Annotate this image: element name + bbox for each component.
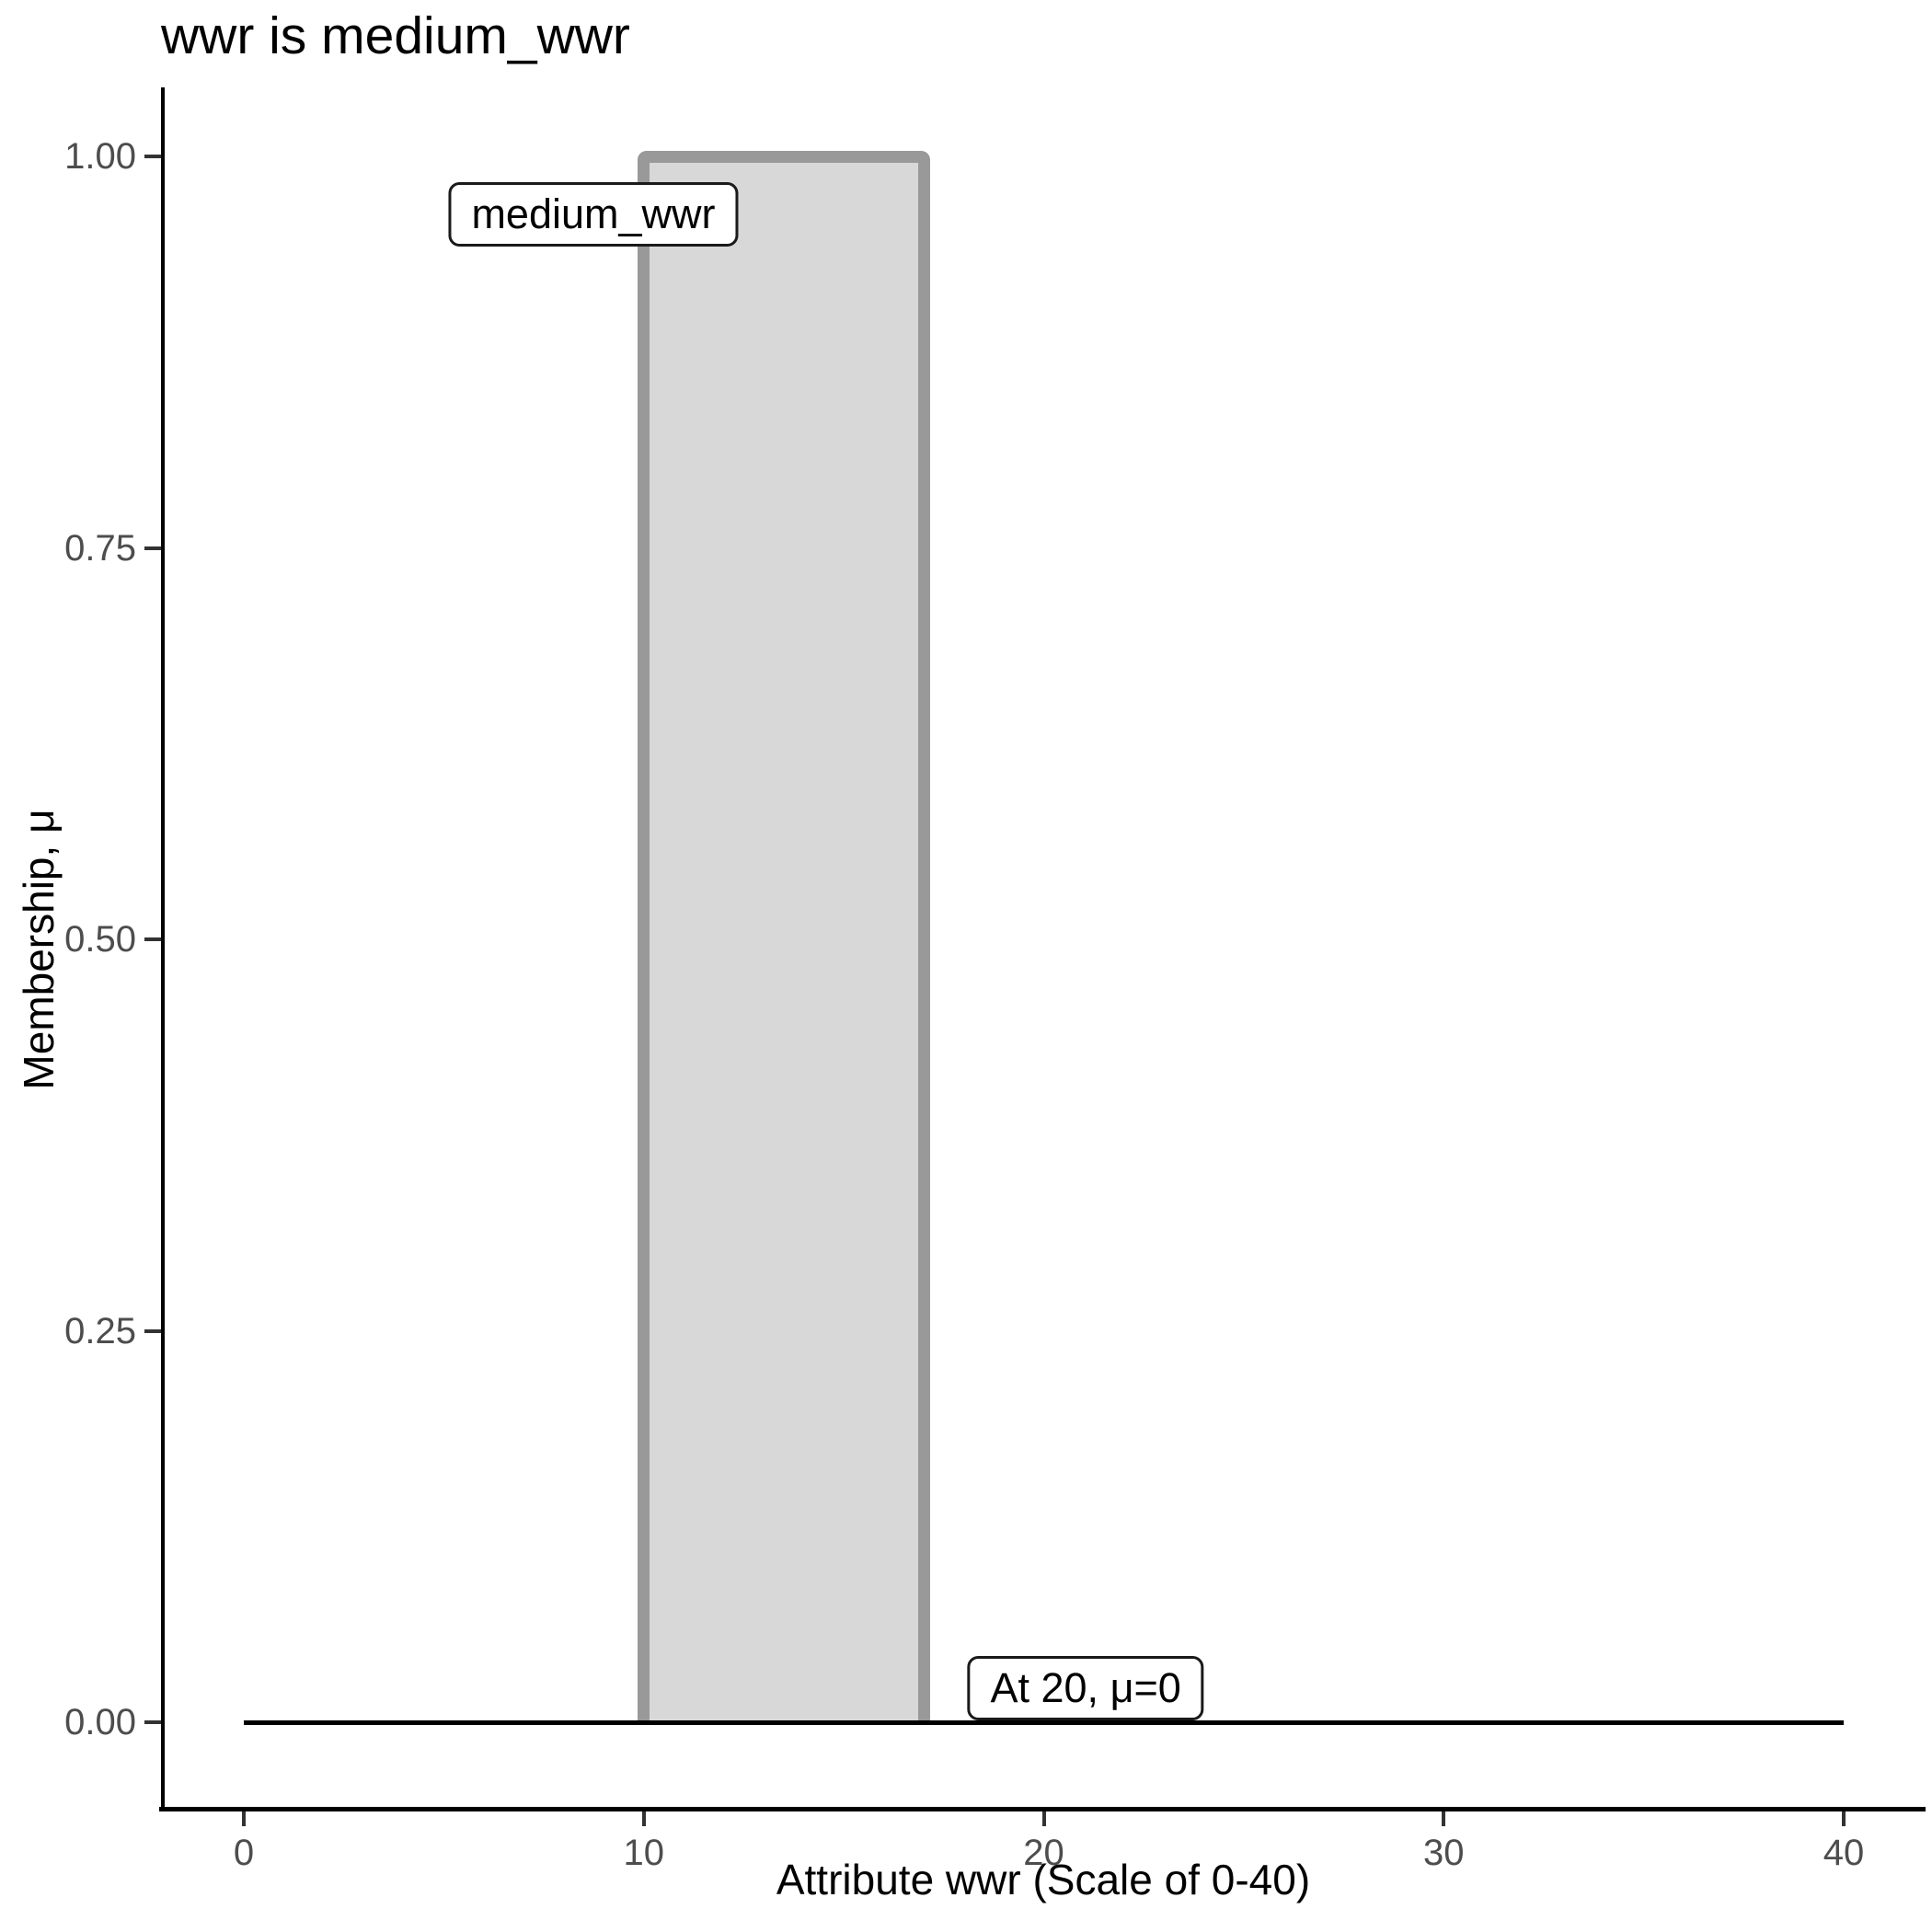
x-tick-label: 40 [1823,1833,1865,1873]
annotation-label: medium_wwr [448,181,739,247]
x-tick-label: 10 [623,1833,665,1873]
y-tick-mark [144,546,161,550]
x-tick-mark [641,1811,646,1826]
chart-title: wwr is medium_wwr [161,6,630,65]
y-tick-mark [144,937,161,941]
y-tick-label: 1.00 [64,136,136,177]
y-tick-label: 0.75 [64,527,136,569]
zero-membership-line [244,1719,1844,1725]
x-tick-label: 20 [1023,1833,1064,1873]
x-tick-mark [1041,1811,1046,1826]
y-tick-label: 0.25 [64,1310,136,1351]
x-tick-mark [242,1811,246,1826]
y-tick-mark [144,1720,161,1724]
y-axis-line [161,87,165,1811]
x-tick-mark [1442,1811,1446,1826]
x-tick-label: 30 [1423,1833,1465,1873]
x-axis-line [159,1807,1926,1811]
annotation-label: At 20, μ=0 [967,1655,1204,1720]
x-axis-title: Attribute wwr (Scale of 0-40) [776,1856,1311,1903]
y-tick-mark [144,1328,161,1333]
y-tick-mark [144,155,161,158]
membership-function-bar [638,150,930,1722]
y-tick-label: 0.00 [64,1702,136,1742]
x-tick-label: 0 [233,1833,255,1873]
x-tick-mark [1842,1811,1846,1826]
y-tick-label: 0.50 [64,919,136,960]
